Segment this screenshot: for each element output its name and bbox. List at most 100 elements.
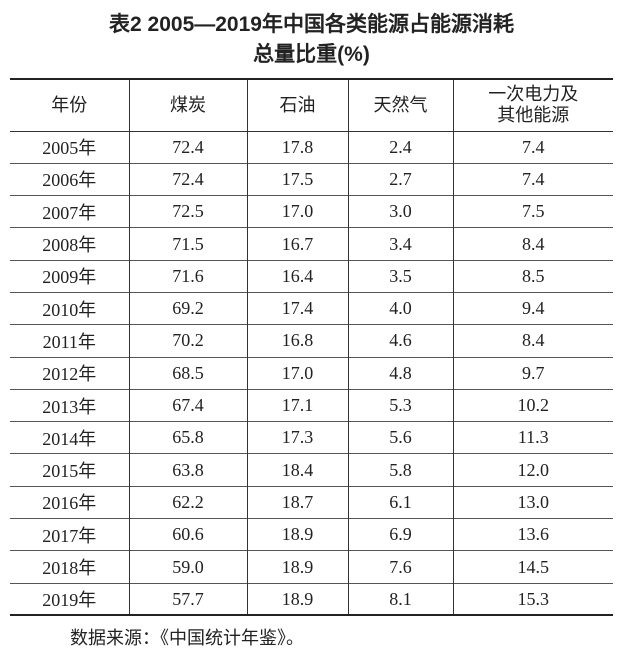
table-row: 2006年 72.4 17.5 2.7 7.4 xyxy=(10,163,613,196)
table-cell: 17.5 xyxy=(246,163,348,196)
table-cell: 2008年 xyxy=(42,235,97,256)
table-row: 2011年 70.2 16.8 4.6 8.4 xyxy=(10,324,613,358)
table-cell: 2009年 xyxy=(42,267,97,288)
table-cell: 72.4 xyxy=(128,163,247,196)
table-cell: 71.6 xyxy=(128,260,247,293)
table-row: 2015年 63.8 18.4 5.8 12.0 xyxy=(10,453,613,487)
table-cell: 62.2 xyxy=(128,486,247,519)
table-cell: 3.4 xyxy=(347,227,453,261)
table-cell: 9.4 xyxy=(452,292,613,325)
table-cell: 17.0 xyxy=(246,195,348,228)
table-cell: 4.8 xyxy=(347,357,453,390)
table-row: 2009年 71.6 16.4 3.5 8.5 xyxy=(10,260,613,293)
table-cell: 18.7 xyxy=(246,486,348,519)
table-cell: 2014年 xyxy=(42,428,97,449)
table-row: 2017年 60.6 18.9 6.9 13.6 xyxy=(10,518,613,551)
title-line: 表2 2005—2019年中国各类能源占能源消耗 xyxy=(109,13,514,36)
table-cell: 72.4 xyxy=(128,131,247,164)
table-cell: 65.8 xyxy=(128,421,247,454)
table-cell: 7.4 xyxy=(452,163,613,196)
header-text: 石油 xyxy=(279,94,316,115)
table-cell: 70.2 xyxy=(128,324,247,358)
table-row: 2008年 71.5 16.7 3.4 8.4 xyxy=(10,227,613,261)
table-cell: 57.7 xyxy=(128,583,247,616)
table-cell: 11.3 xyxy=(452,421,613,454)
table-cell: 2.4 xyxy=(347,131,453,164)
table-row: 2013年 67.4 17.1 5.3 10.2 xyxy=(10,389,613,422)
table-cell: 6.1 xyxy=(347,486,453,519)
header-row: 年份 煤炭 石油 天然气 一次电力及其他能源 xyxy=(10,79,613,131)
column-header: 一次电力及其他能源 xyxy=(452,79,613,131)
table-cell: 2017年 xyxy=(42,525,97,546)
table-cell: 8.5 xyxy=(452,260,613,293)
table-cell: 18.9 xyxy=(246,518,348,551)
table-cell: 2015年 xyxy=(42,461,97,482)
table-cell: 16.8 xyxy=(246,324,348,358)
table-cell: 13.0 xyxy=(452,486,613,519)
table-cell: 60.6 xyxy=(128,518,247,551)
table-cell: 14.5 xyxy=(452,550,613,584)
table-cell: 8.4 xyxy=(452,227,613,261)
table-cell: 17.8 xyxy=(246,131,348,164)
table-cell: 68.5 xyxy=(128,357,247,390)
table-cell: 2019年 xyxy=(42,590,97,611)
table-cell: 17.0 xyxy=(246,357,348,390)
table-row: 2012年 68.5 17.0 4.8 9.7 xyxy=(10,357,613,390)
table-cell: 3.0 xyxy=(347,195,453,228)
table-cell: 5.8 xyxy=(347,453,453,487)
table-cell: 67.4 xyxy=(128,389,247,422)
table-cell: 69.2 xyxy=(128,292,247,325)
table-cell: 13.6 xyxy=(452,518,613,551)
title-line: 总量比重(%) xyxy=(253,43,370,66)
table-cell: 18.9 xyxy=(246,583,348,616)
table-row: 2005年 72.4 17.8 2.4 7.4 xyxy=(10,131,613,164)
table-cell: 16.4 xyxy=(246,260,348,293)
table-cell: 7.5 xyxy=(452,195,613,228)
header-text: 年份 xyxy=(51,94,88,115)
table-cell: 12.0 xyxy=(452,453,613,487)
table-cell: 2006年 xyxy=(42,170,97,191)
header-text: 一次电力及其他能源 xyxy=(488,84,579,126)
table-cell: 2010年 xyxy=(42,299,97,320)
table-cell: 9.7 xyxy=(452,357,613,390)
table-row: 2014年 65.8 17.3 5.6 11.3 xyxy=(10,421,613,454)
table-cell: 2.7 xyxy=(347,163,453,196)
table-row: 2010年 69.2 17.4 4.0 9.4 xyxy=(10,292,613,325)
table-cell: 63.8 xyxy=(128,453,247,487)
table-cell: 17.3 xyxy=(246,421,348,454)
table-cell: 17.4 xyxy=(246,292,348,325)
table-cell: 7.6 xyxy=(347,550,453,584)
table-cell: 15.3 xyxy=(452,583,613,616)
column-header: 石油 xyxy=(246,79,348,131)
table-cell: 2007年 xyxy=(42,202,97,223)
table-cell: 18.9 xyxy=(246,550,348,584)
header-text: 天然气 xyxy=(373,94,428,115)
table-header: 年份 煤炭 石油 天然气 一次电力及其他能源 xyxy=(10,79,613,131)
table-cell: 3.5 xyxy=(347,260,453,293)
table-cell: 2013年 xyxy=(42,396,97,417)
table-cell: 5.6 xyxy=(347,421,453,454)
header-text: 煤炭 xyxy=(170,94,206,115)
table-cell: 2012年 xyxy=(42,364,97,385)
table-cell: 2011年 xyxy=(42,331,96,352)
table-cell: 59.0 xyxy=(128,550,247,584)
table-cell: 72.5 xyxy=(128,195,247,228)
table-cell: 7.4 xyxy=(452,131,613,164)
table-cell: 2005年 xyxy=(42,138,97,159)
table-cell: 2018年 xyxy=(42,558,97,578)
table-cell: 5.3 xyxy=(347,389,453,422)
table-body: 2005年 72.4 17.8 2.4 7.4 2006年 72.4 17.5 2.7 7.4 20… xyxy=(10,131,613,616)
column-header: 年份 xyxy=(10,79,129,131)
table-row: 2007年 72.5 17.0 3.0 7.5 xyxy=(10,195,613,228)
table-cell: 2016年 xyxy=(42,493,97,514)
table-cell: 10.2 xyxy=(452,389,613,422)
column-header: 天然气 xyxy=(347,79,453,131)
table-cell: 8.1 xyxy=(347,583,453,616)
source-note: 数据来源：《中国统计年鉴》。 xyxy=(70,628,304,648)
table-cell: 71.5 xyxy=(128,227,247,261)
table-row: 2019年 57.7 18.9 8.1 15.3 xyxy=(10,583,613,616)
table-cell: 4.6 xyxy=(347,324,453,358)
table-row: 2016年 62.2 18.7 6.1 13.0 xyxy=(10,486,613,519)
table-cell: 18.4 xyxy=(246,453,348,487)
